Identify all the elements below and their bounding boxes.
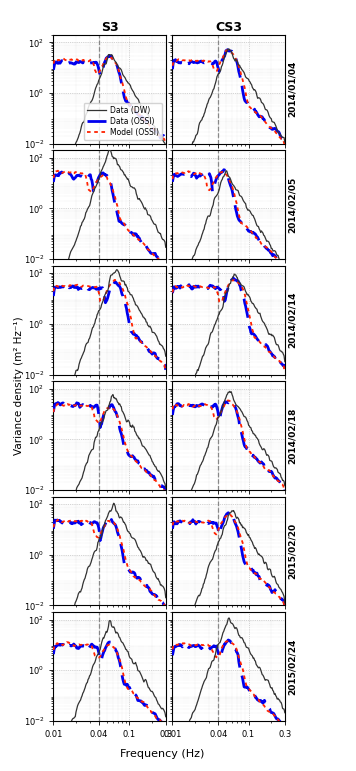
Text: 2014/01/04: 2014/01/04 xyxy=(288,61,297,117)
Title: CS3: CS3 xyxy=(215,21,242,33)
Text: Frequency (Hz): Frequency (Hz) xyxy=(120,749,204,759)
Text: 2015/02/24: 2015/02/24 xyxy=(288,638,297,695)
Text: Variance density (m² Hz⁻¹): Variance density (m² Hz⁻¹) xyxy=(14,316,24,455)
Text: 2014/02/18: 2014/02/18 xyxy=(288,407,297,463)
Text: 2015/02/20: 2015/02/20 xyxy=(288,523,297,579)
Legend: Data (DW), Data (OSSI), Model (OSSI): Data (DW), Data (OSSI), Model (OSSI) xyxy=(84,103,162,140)
Title: S3: S3 xyxy=(101,21,119,33)
Text: 2014/02/14: 2014/02/14 xyxy=(288,291,297,348)
Text: 2014/02/05: 2014/02/05 xyxy=(288,177,297,233)
